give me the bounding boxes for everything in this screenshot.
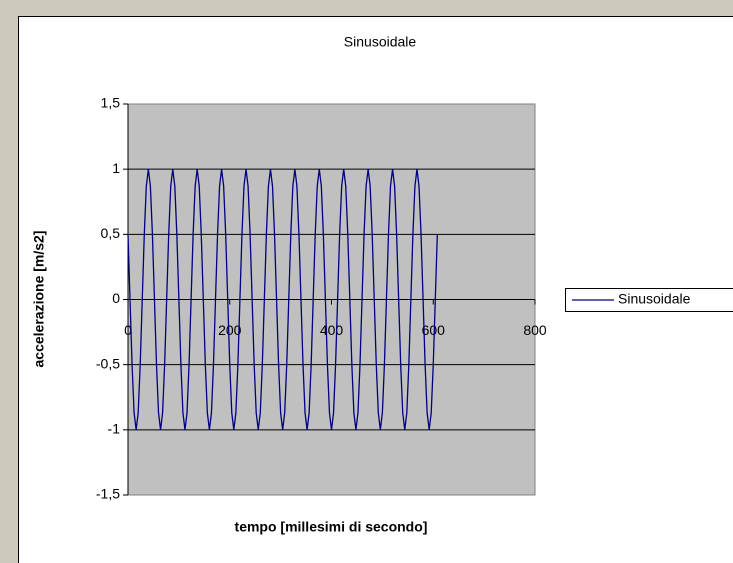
y-tick-label: -1,5 [96, 486, 120, 502]
x-axis-label: tempo [millesimi di secondo] [235, 519, 428, 535]
x-tick-label: 400 [320, 322, 344, 338]
x-tick-label: 600 [422, 322, 446, 338]
y-axis-label: accelerazione [m/s2] [31, 231, 47, 368]
x-tick-label: 200 [218, 322, 242, 338]
x-tick-label: 800 [523, 322, 547, 338]
legend [565, 288, 733, 312]
y-tick-label: 1,5 [101, 95, 121, 111]
data-line [127, 169, 438, 430]
chart-title: Sinusoidale [344, 34, 417, 50]
y-tick-label: 0,5 [101, 225, 121, 241]
y-tick-label: 0 [112, 290, 120, 306]
y-tick-label: -0,5 [96, 355, 120, 371]
x-tick-label: 0 [124, 322, 132, 338]
y-tick-label: 1 [112, 160, 120, 176]
legend-label: Sinusoidale [618, 291, 691, 307]
y-tick-label: -1 [108, 421, 121, 437]
